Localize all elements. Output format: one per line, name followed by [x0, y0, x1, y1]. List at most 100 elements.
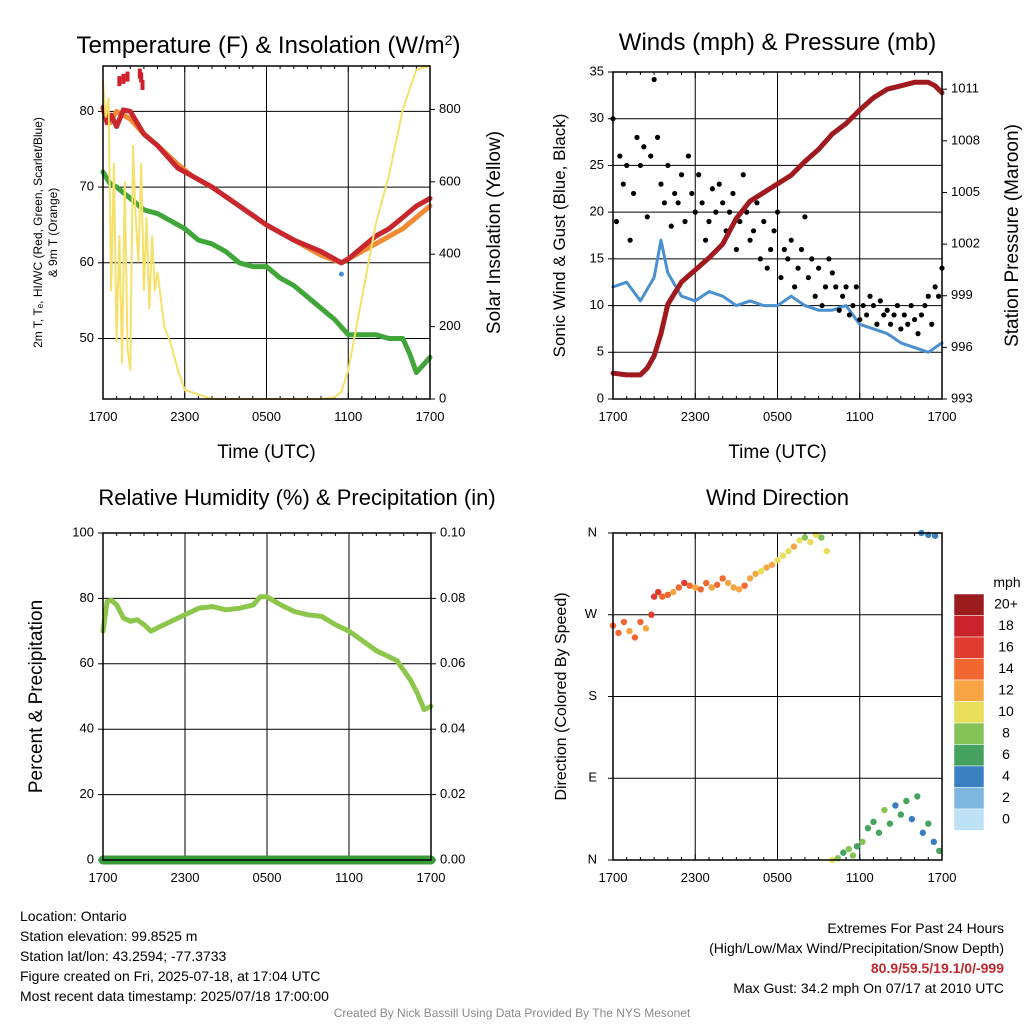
humidity-y-tick-label: 80 — [80, 590, 94, 605]
winds-y-tick-label: 5 — [597, 344, 604, 359]
winds-y-right-tick-label: 1005 — [951, 184, 980, 199]
speed-legend-label: 4 — [1002, 767, 1010, 783]
direction-point — [692, 584, 699, 591]
gust-point — [678, 172, 685, 178]
speed-legend-swatch — [953, 658, 985, 681]
gust-point — [785, 256, 791, 262]
direction-point — [892, 802, 899, 809]
winds-y-right-tick-label: 1002 — [951, 236, 980, 251]
heat-index-point — [117, 76, 122, 87]
direction-point — [655, 588, 662, 596]
direction-point — [675, 584, 682, 591]
gust-point — [720, 200, 726, 206]
direction-point — [796, 537, 803, 544]
direction-point — [886, 820, 894, 827]
direction-y-axis-label: Direction (Colored By Speed) — [553, 592, 570, 800]
speed-legend-title: mph — [993, 574, 1020, 590]
gust-point — [651, 76, 657, 83]
wind-chill-point — [338, 271, 344, 277]
gust-point — [864, 312, 870, 318]
gust-point — [661, 200, 668, 206]
gust-point — [884, 307, 890, 313]
gust-point — [692, 209, 698, 215]
gust-point — [922, 302, 928, 309]
direction-point — [648, 611, 655, 618]
direction-point — [864, 825, 872, 832]
direction-point — [785, 547, 792, 555]
gust-point — [668, 223, 674, 229]
gust-point — [843, 284, 849, 290]
direction-point — [659, 593, 666, 600]
gust-point — [774, 209, 781, 215]
gust-point — [819, 302, 825, 309]
temperature-series-group — [100, 65, 433, 400]
winds-y-tick-label: 20 — [590, 204, 604, 219]
speed-legend-swatch — [953, 615, 985, 638]
temperature-y-right-tick-label: 200 — [439, 318, 461, 333]
humidity-y-right-tick-label: 0.08 — [440, 590, 465, 605]
winds-y-tick-label: 0 — [597, 390, 604, 405]
gust-point — [634, 134, 640, 140]
gust-point — [867, 293, 873, 299]
gust-point — [630, 190, 637, 197]
gust-point — [898, 326, 904, 332]
speed-legend-label: 14 — [998, 660, 1014, 676]
gust-point — [929, 321, 935, 327]
gust-point — [833, 284, 839, 290]
temperature-x-axis-label: Time (UTC) — [217, 442, 316, 463]
temperature-x-tick-label: 0500 — [252, 409, 281, 424]
humidity-y-right-tick-label: 0.10 — [440, 524, 465, 539]
gust-point — [764, 265, 770, 271]
gust-point — [860, 302, 866, 309]
direction-point — [719, 575, 726, 582]
gust-point — [761, 218, 767, 225]
gust-point — [624, 162, 630, 169]
direction-point — [746, 575, 754, 582]
gust-point — [747, 237, 753, 243]
direction-point — [870, 818, 877, 826]
gust-point — [750, 228, 757, 234]
direction-y-tick-label: S — [588, 688, 597, 703]
speed-legend-swatch — [953, 701, 985, 724]
temperature-y-right-tick-label: 0 — [439, 390, 446, 405]
location-text: Location: Ontario — [20, 908, 127, 924]
gust-point — [726, 209, 733, 215]
winds-y-right-tick-label: 999 — [951, 287, 973, 302]
gust-point — [696, 172, 702, 178]
temperature-title: Temperature (F) & Insolation (W/m2) — [77, 32, 461, 59]
extremes-title: Extremes For Past 24 Hours — [827, 920, 1004, 936]
winds-y-tick-label: 15 — [590, 250, 604, 265]
gust-point — [846, 312, 853, 318]
gust-point — [795, 265, 801, 271]
gust-point — [874, 321, 880, 327]
gust-point — [627, 237, 633, 243]
winds-series-group — [610, 76, 945, 378]
heat-index-point — [121, 73, 126, 84]
direction-point — [936, 847, 943, 855]
temperature-y-tick-label: 70 — [80, 179, 94, 194]
heat-index-point — [125, 71, 130, 82]
gust-point — [617, 153, 623, 159]
direction-point — [849, 852, 857, 859]
humidity-y-tick-label: 60 — [80, 655, 94, 670]
direction-x-tick-label: 0500 — [763, 870, 792, 885]
winds-y-right-tick-label: 1011 — [951, 81, 979, 96]
temperature-y-right-tick-label: 600 — [439, 173, 461, 188]
temperature-y-right-tick-label: 800 — [439, 101, 461, 116]
direction-point — [903, 797, 910, 805]
gust-point — [891, 312, 897, 318]
gust-point — [713, 209, 719, 215]
direction-point — [801, 534, 809, 541]
winds-y-right-tick-label: 993 — [951, 390, 973, 405]
direction-y-tick-label: N — [588, 524, 597, 539]
winds-y-tick-label: 30 — [590, 110, 604, 125]
gust-point — [798, 246, 805, 253]
gust-point — [613, 218, 620, 225]
humidity-y-right-tick-label: 0.00 — [440, 851, 465, 866]
gust-point — [792, 284, 798, 290]
series-dewpoint — [100, 169, 433, 375]
series-insolation — [102, 65, 431, 400]
speed-legend-swatch — [953, 679, 985, 702]
